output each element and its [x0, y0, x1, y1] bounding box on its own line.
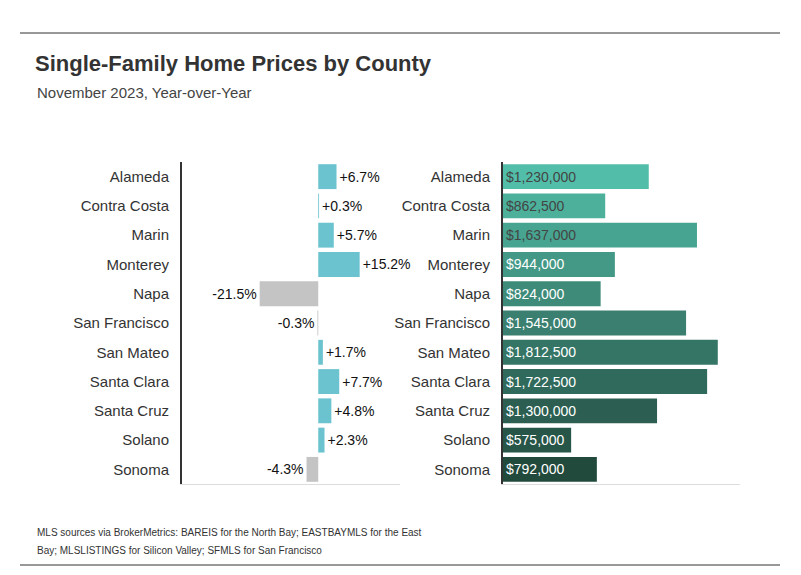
svg-text:San Francisco: San Francisco — [73, 314, 169, 331]
svg-text:+2.3%: +2.3% — [328, 432, 368, 448]
svg-text:Alameda: Alameda — [110, 168, 170, 185]
svg-text:$792,000: $792,000 — [506, 461, 565, 477]
svg-text:Santa Cruz: Santa Cruz — [415, 402, 490, 419]
svg-text:$1,637,000: $1,637,000 — [506, 227, 576, 243]
svg-text:-4.3%: -4.3% — [267, 461, 304, 477]
svg-text:Monterey: Monterey — [106, 256, 169, 273]
svg-text:+7.7%: +7.7% — [342, 374, 382, 390]
svg-text:San Mateo: San Mateo — [417, 344, 490, 361]
svg-text:$862,500: $862,500 — [506, 198, 565, 214]
svg-text:$1,722,500: $1,722,500 — [506, 374, 576, 390]
svg-text:Napa: Napa — [133, 285, 170, 302]
svg-text:San Francisco: San Francisco — [394, 314, 490, 331]
svg-text:Napa: Napa — [454, 285, 491, 302]
svg-text:$1,812,500: $1,812,500 — [506, 344, 576, 360]
svg-text:Alameda: Alameda — [431, 168, 491, 185]
svg-text:$1,300,000: $1,300,000 — [506, 403, 576, 419]
svg-text:Solano: Solano — [122, 431, 169, 448]
svg-text:November 2023, Year-over-Year: November 2023, Year-over-Year — [37, 84, 252, 101]
svg-text:+6.7%: +6.7% — [340, 169, 380, 185]
svg-text:+1.7%: +1.7% — [326, 344, 366, 360]
svg-text:Contra Costa: Contra Costa — [81, 197, 170, 214]
svg-text:San Mateo: San Mateo — [96, 344, 169, 361]
svg-text:Marin: Marin — [131, 226, 169, 243]
svg-text:Sonoma: Sonoma — [113, 461, 170, 478]
svg-text:Santa Cruz: Santa Cruz — [94, 402, 169, 419]
svg-text:$1,545,000: $1,545,000 — [506, 315, 576, 331]
svg-text:+15.2%: +15.2% — [363, 256, 411, 272]
svg-text:Santa Clara: Santa Clara — [411, 373, 491, 390]
svg-text:MLS sources via BrokerMetrics:: MLS sources via BrokerMetrics: BAREIS fo… — [37, 527, 422, 538]
svg-text:+4.8%: +4.8% — [334, 403, 374, 419]
svg-text:-21.5%: -21.5% — [212, 286, 256, 302]
svg-text:+0.3%: +0.3% — [322, 198, 362, 214]
svg-text:$575,000: $575,000 — [506, 432, 565, 448]
svg-text:-0.3%: -0.3% — [278, 315, 315, 331]
svg-text:Monterey: Monterey — [427, 256, 490, 273]
svg-text:Bay; MLSLISTINGS for Silicon V: Bay; MLSLISTINGS for Silicon Valley; SFM… — [37, 545, 322, 556]
svg-text:$944,000: $944,000 — [506, 256, 565, 272]
svg-text:Solano: Solano — [443, 431, 490, 448]
svg-text:Sonoma: Sonoma — [434, 461, 491, 478]
svg-text:+5.7%: +5.7% — [337, 227, 377, 243]
svg-text:Contra Costa: Contra Costa — [402, 197, 491, 214]
svg-text:$1,230,000: $1,230,000 — [506, 169, 576, 185]
svg-text:Single-Family Home Prices by C: Single-Family Home Prices by County — [35, 51, 432, 76]
svg-text:$824,000: $824,000 — [506, 286, 565, 302]
svg-text:Santa Clara: Santa Clara — [90, 373, 170, 390]
svg-text:Marin: Marin — [452, 226, 490, 243]
